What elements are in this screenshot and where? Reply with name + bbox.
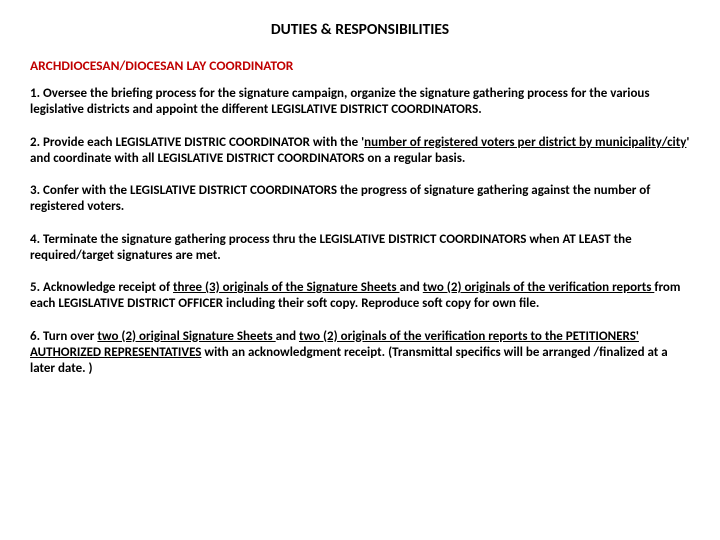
paragraph-3: 3. Confer with the LEGISLATIVE DISTRICT … (30, 183, 690, 216)
page-title: DUTIES & RESPONSIBILITIES (30, 20, 690, 39)
p6-text-a: 6. Turn over (30, 329, 97, 344)
p5-text-a: 5. Acknowledge receipt of (30, 280, 173, 295)
p6-text-b: and (276, 329, 299, 344)
p1-text: 1. Oversee the briefing process for the … (30, 86, 650, 117)
p5-underline-2: two (2) originals of the verification re… (423, 280, 655, 295)
p6-underline-1: two (2) original Signature Sheets (97, 329, 275, 344)
document-page: DUTIES & RESPONSIBILITIES ARCHDIOCESAN/D… (0, 0, 720, 403)
paragraph-2: 2. Provide each LEGISLATIVE DISTRIC COOR… (30, 135, 690, 168)
p5-underline-1: three (3) originals of the Signature She… (173, 280, 399, 295)
p5-text-b: and (399, 280, 422, 295)
p4-text: 4. Terminate the signature gathering pro… (30, 232, 632, 263)
paragraph-5: 5. Acknowledge receipt of three (3) orig… (30, 280, 690, 313)
p2-text-a: 2. Provide each LEGISLATIVE DISTRIC COOR… (30, 135, 364, 150)
p3-text: 3. Confer with the LEGISLATIVE DISTRICT … (30, 183, 650, 214)
paragraph-1: 1. Oversee the briefing process for the … (30, 86, 690, 119)
paragraph-4: 4. Terminate the signature gathering pro… (30, 232, 690, 265)
section-subtitle: ARCHDIOCESAN/DIOCESAN LAY COORDINATOR (30, 57, 690, 74)
p2-underline-1: number of registered voters per district… (364, 135, 686, 150)
paragraph-6: 6. Turn over two (2) original Signature … (30, 329, 690, 378)
